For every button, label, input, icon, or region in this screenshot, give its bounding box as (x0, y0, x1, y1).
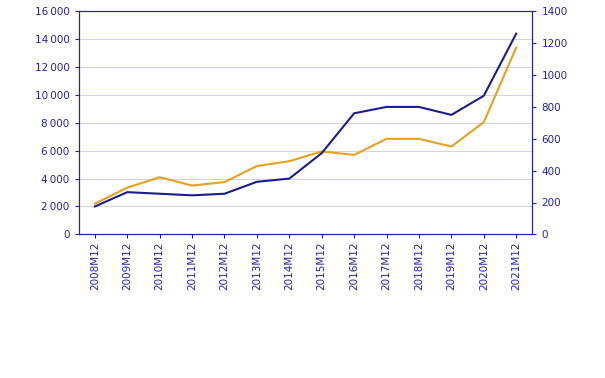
Riksbankens innehav av räntebärande värdepapper (91, 204, 99, 209)
Riksbankens innehav av räntebärande värdepapper (286, 176, 293, 181)
Aktieförmögenhet (383, 136, 390, 141)
Riksbankens innehav av räntebärande värdepapper (350, 111, 358, 116)
Aktieförmögenhet (123, 185, 131, 190)
Aktieförmögenhet (156, 175, 163, 180)
Line: Aktieförmögenhet: Aktieförmögenhet (95, 48, 516, 204)
Riksbankens innehav av räntebärande värdepapper (480, 93, 488, 98)
Line: Riksbankens innehav av räntebärande värdepapper: Riksbankens innehav av räntebärande värd… (95, 34, 516, 206)
Aktieförmögenhet (318, 149, 325, 154)
Aktieförmögenhet (91, 201, 99, 206)
Aktieförmögenhet (480, 120, 488, 124)
Riksbankens innehav av räntebärande värdepapper (383, 105, 390, 109)
Aktieförmögenhet (221, 180, 228, 184)
Aktieförmögenhet (512, 45, 520, 50)
Riksbankens innehav av räntebärande värdepapper (123, 190, 131, 194)
Riksbankens innehav av räntebärande värdepapper (253, 180, 261, 184)
Riksbankens innehav av räntebärande värdepapper (156, 192, 163, 196)
Aktieförmögenhet (415, 136, 422, 141)
Riksbankens innehav av räntebärande värdepapper (221, 192, 228, 196)
Aktieförmögenhet (350, 153, 358, 157)
Riksbankens innehav av räntebärande värdepapper (415, 105, 422, 109)
Riksbankens innehav av räntebärande värdepapper (448, 113, 455, 117)
Riksbankens innehav av räntebärande värdepapper (512, 31, 520, 36)
Riksbankens innehav av räntebärande värdepapper (318, 151, 325, 155)
Aktieförmögenhet (286, 159, 293, 163)
Aktieförmögenhet (253, 164, 261, 168)
Aktieförmögenhet (448, 144, 455, 149)
Riksbankens innehav av räntebärande värdepapper (189, 193, 196, 198)
Aktieförmögenhet (189, 183, 196, 188)
